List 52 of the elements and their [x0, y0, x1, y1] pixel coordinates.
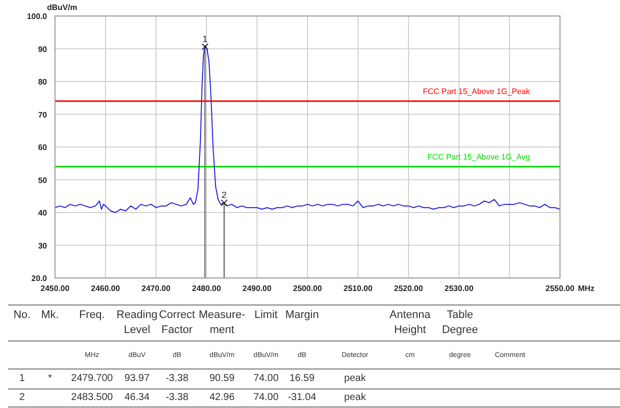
text: 42.96	[209, 392, 235, 403]
text: 93.97	[124, 373, 150, 384]
x-tick-label: 2520.00	[394, 284, 424, 293]
y-tick-label: 50	[38, 176, 48, 185]
text: 2479.700	[71, 373, 114, 384]
y-tick-label: 20.0	[31, 274, 48, 283]
y-tick-label: 90	[38, 44, 48, 54]
text: Reading Level	[116, 309, 158, 336]
text: *	[48, 373, 52, 384]
text: 2	[19, 392, 26, 403]
text: 46.34	[124, 392, 150, 403]
text: 1	[19, 373, 26, 384]
y-tick-label: 30	[38, 241, 48, 250]
text: 2483.500	[71, 392, 114, 403]
text: -3.38	[166, 373, 189, 384]
text: Limit	[254, 309, 278, 321]
y-tick-label: 40	[38, 208, 48, 218]
text: 74.00	[253, 392, 279, 403]
x-tick-label: 2480.00	[192, 284, 222, 293]
text: Freq.	[79, 309, 105, 321]
x-tick-label: 2510.00	[344, 284, 374, 293]
text: Antenna Height	[390, 309, 432, 336]
text: Mk.	[41, 309, 59, 321]
x-tick-label: 2460.00	[91, 284, 121, 293]
y-axis-title: dBuV/m	[47, 3, 78, 12]
annotation: 2	[222, 190, 227, 200]
text: Table Degree	[442, 309, 478, 336]
y-tick-label: 80	[38, 78, 48, 86]
text: 90.59	[209, 373, 235, 384]
text: 74.00	[253, 373, 279, 384]
x-axis-title: MHz	[578, 284, 594, 293]
x-tick-label: 2450.00	[40, 284, 70, 293]
annotation: 1	[202, 34, 208, 44]
text: No.	[13, 309, 31, 321]
x-tick-label: 2530.00	[444, 284, 474, 293]
x-tick-label: 2490.00	[242, 284, 272, 293]
x-tick-label: 2470.00	[142, 284, 172, 293]
text: peak	[344, 392, 367, 403]
x-tick-label: 2550.00	[546, 284, 576, 293]
text: Correct Factor	[158, 309, 196, 336]
x-tick-label: 2500.00	[293, 284, 323, 293]
text: peak	[344, 373, 367, 384]
text: -31.04	[288, 392, 317, 403]
text: -3.38	[166, 392, 189, 403]
ref-line-label: FCC Part 15_Above 1G_Avg	[427, 152, 530, 162]
y-tick-label: 60	[38, 143, 48, 152]
y-tick-label: 70	[38, 110, 48, 120]
y-tick-label: 100.0	[26, 12, 48, 21]
text: Measure- ment	[198, 309, 246, 336]
text: Margin	[285, 309, 319, 321]
text: 16.59	[289, 373, 315, 384]
ref-line-label: FCC Part 15_Above 1G_Peak	[422, 87, 531, 96]
